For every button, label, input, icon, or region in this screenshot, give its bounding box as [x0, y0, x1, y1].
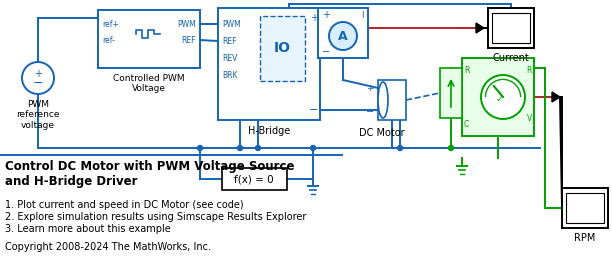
Text: −: − — [366, 107, 374, 117]
Text: R: R — [464, 66, 469, 75]
Text: PWM: PWM — [222, 19, 241, 29]
Text: Controlled PWM
Voltage: Controlled PWM Voltage — [113, 74, 185, 93]
Text: V: V — [527, 113, 532, 123]
Circle shape — [198, 145, 203, 150]
Text: ref+: ref+ — [102, 19, 119, 29]
Text: R: R — [526, 66, 532, 75]
Text: +: + — [322, 10, 330, 20]
Text: C: C — [464, 120, 469, 128]
Text: BRK: BRK — [222, 71, 237, 80]
Text: 1. Plot current and speed in DC Motor (see code): 1. Plot current and speed in DC Motor (s… — [5, 200, 244, 210]
Text: −: − — [309, 105, 319, 115]
Text: Control DC Motor with PWM Voltage Source
and H-Bridge Driver: Control DC Motor with PWM Voltage Source… — [5, 160, 294, 188]
Ellipse shape — [378, 82, 388, 118]
Bar — [260, 16, 305, 81]
Bar — [218, 8, 320, 120]
Text: IO: IO — [274, 41, 291, 55]
Text: +: + — [34, 69, 42, 79]
Bar — [378, 80, 406, 120]
Bar — [562, 188, 608, 228]
Text: −: − — [322, 47, 330, 57]
Text: DC Motor: DC Motor — [359, 128, 405, 138]
Bar — [492, 13, 530, 43]
Circle shape — [398, 145, 403, 150]
Text: PWM
reference
voltage: PWM reference voltage — [17, 100, 60, 130]
Bar — [222, 168, 287, 190]
Circle shape — [329, 22, 357, 50]
Bar — [318, 8, 368, 58]
Text: +: + — [310, 13, 318, 23]
Bar — [566, 193, 604, 223]
Text: 3. Learn more about this example: 3. Learn more about this example — [5, 224, 171, 234]
Text: REF: REF — [222, 36, 236, 46]
Text: I: I — [362, 11, 364, 19]
Bar — [488, 8, 534, 48]
Bar — [98, 10, 200, 68]
Text: Current: Current — [493, 53, 529, 63]
Text: 2. Explore simulation results using Simscape Results Explorer: 2. Explore simulation results using Sims… — [5, 212, 307, 222]
Text: RPM: RPM — [574, 233, 595, 243]
Circle shape — [255, 145, 261, 150]
Circle shape — [237, 145, 242, 150]
Text: Copyright 2008-2024 The MathWorks, Inc.: Copyright 2008-2024 The MathWorks, Inc. — [5, 242, 211, 252]
Text: ✓: ✓ — [496, 94, 504, 104]
Bar — [440, 68, 462, 118]
Text: PWM: PWM — [177, 19, 196, 29]
Text: REV: REV — [222, 53, 237, 63]
Text: f(x) = 0: f(x) = 0 — [234, 174, 274, 184]
Circle shape — [22, 62, 54, 94]
Circle shape — [310, 145, 316, 150]
Circle shape — [481, 75, 525, 119]
Polygon shape — [476, 23, 484, 33]
Circle shape — [449, 145, 453, 150]
Polygon shape — [552, 92, 560, 102]
Text: REF: REF — [182, 36, 196, 44]
Text: +: + — [367, 83, 374, 93]
Text: A: A — [338, 29, 348, 43]
Text: ref-: ref- — [102, 36, 115, 44]
Text: −: − — [33, 76, 43, 90]
Bar — [462, 58, 534, 136]
Text: H-Bridge: H-Bridge — [248, 126, 290, 136]
